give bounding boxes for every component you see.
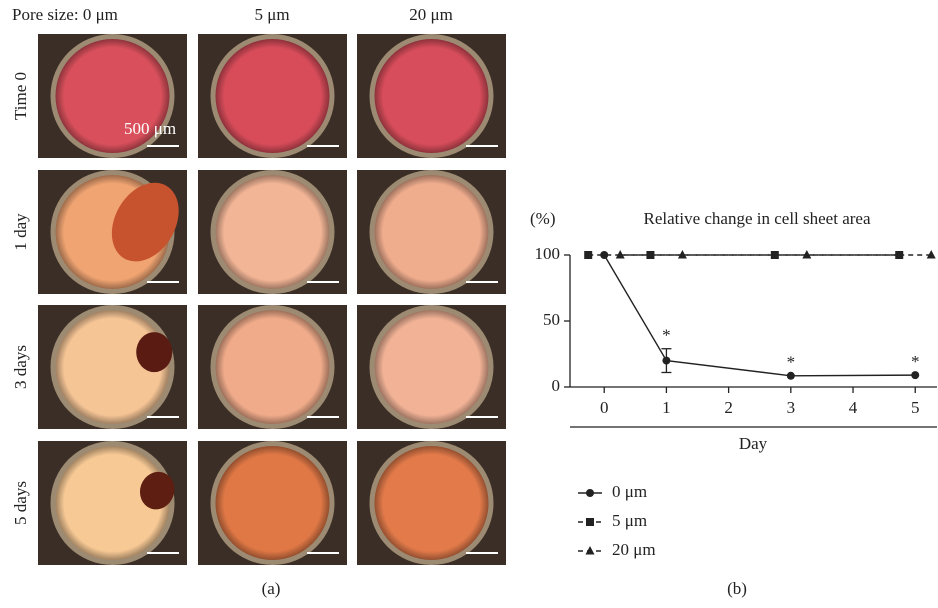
marker — [662, 356, 671, 365]
column-label: 20 μm — [409, 5, 453, 24]
y-tick-label: 100 — [535, 244, 561, 263]
row-label: 3 days — [11, 345, 30, 389]
x-axis-label: Day — [739, 434, 768, 453]
marker — [677, 250, 687, 259]
marker — [600, 251, 609, 259]
x-tick-label: 2 — [724, 398, 733, 417]
well-shade — [374, 175, 489, 289]
scale-bar-label: 500 μm — [124, 119, 176, 138]
marker — [584, 251, 593, 259]
well-shade — [215, 39, 330, 153]
column-label: 5 μm — [254, 5, 289, 24]
y-tick-label: 50 — [543, 310, 560, 329]
y-tick-label: 0 — [552, 376, 561, 395]
x-tick-label: 4 — [849, 398, 858, 417]
row-label: 5 days — [11, 481, 30, 525]
series-line — [603, 254, 916, 377]
marker — [615, 250, 625, 259]
legend-label: 20 μm — [612, 540, 656, 559]
cell-sheet — [136, 332, 173, 373]
row-label: 1 day — [11, 213, 30, 251]
annotation: * — [662, 326, 671, 345]
y-axis-label: (%) — [530, 209, 555, 228]
annotation: * — [787, 353, 796, 372]
x-tick-label: 1 — [662, 398, 671, 417]
panel-label: (b) — [727, 579, 747, 598]
marker — [802, 250, 812, 259]
well-shade — [374, 310, 489, 424]
marker — [786, 371, 795, 380]
well-shade — [55, 39, 170, 153]
cell-sheet — [139, 471, 175, 510]
well-shade — [215, 310, 330, 424]
annotation: * — [911, 352, 920, 371]
legend-marker — [586, 489, 594, 497]
panel-label: (a) — [262, 579, 281, 598]
x-tick-label: 0 — [600, 398, 609, 417]
well-shade — [55, 446, 170, 560]
column-label: Pore size: 0 μm — [12, 5, 118, 24]
legend-label: 0 μm — [612, 482, 647, 501]
marker — [911, 371, 920, 380]
legend-label: 5 μm — [612, 511, 647, 530]
well-shade — [374, 446, 489, 560]
x-tick-label: 3 — [787, 398, 796, 417]
legend-marker — [585, 546, 595, 555]
well-shade — [215, 446, 330, 560]
panel-a: Pore size: 0 μm 5 μm 20 μm (a) Time 0 1 d… — [11, 5, 506, 598]
panel-b: (%) Relative change in cell sheet area D… — [530, 209, 937, 598]
row-label: Time 0 — [11, 72, 30, 120]
cell-sheet — [111, 182, 179, 262]
well-shade — [215, 175, 330, 289]
well-shade — [374, 39, 489, 153]
well-shade — [55, 310, 170, 424]
chart-title: Relative change in cell sheet area — [643, 209, 870, 228]
marker — [926, 250, 936, 259]
x-tick-label: 5 — [911, 398, 920, 417]
legend-marker — [586, 518, 594, 526]
